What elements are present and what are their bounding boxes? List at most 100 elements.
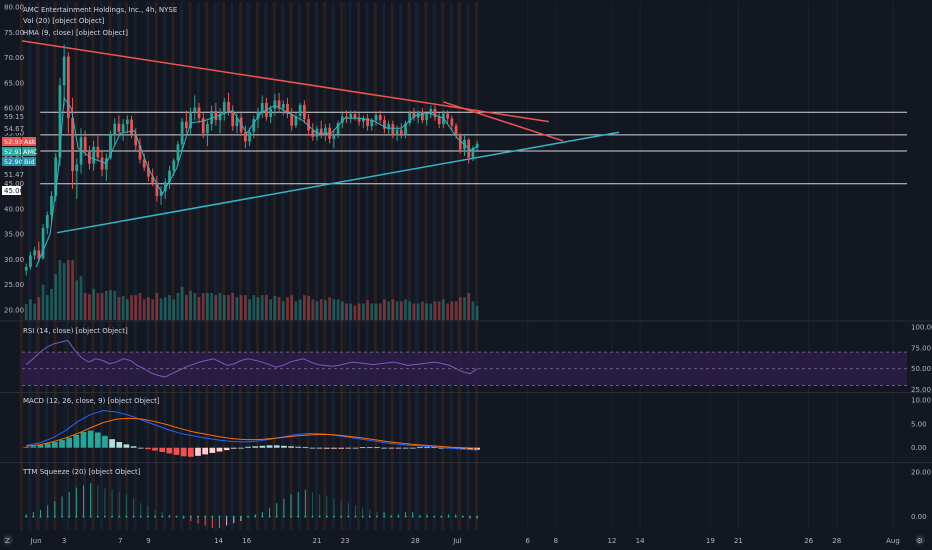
macd-pane[interactable] bbox=[23, 410, 481, 457]
candle bbox=[96, 135, 100, 161]
candle-body bbox=[54, 157, 58, 196]
ttm-squeeze-pane[interactable] bbox=[25, 483, 479, 528]
candle bbox=[378, 110, 382, 124]
ttm-squeeze-dot bbox=[325, 515, 328, 518]
candle bbox=[269, 105, 273, 124]
symbol-title[interactable]: AMC Entertainment Holdings, Inc., 4h, NY… bbox=[23, 6, 177, 14]
timezone-icon[interactable]: Z bbox=[3, 535, 13, 545]
rsi-pane[interactable] bbox=[22, 339, 907, 386]
ttm-legend[interactable]: TTM Squeeze (20) [object Object] bbox=[22, 468, 141, 476]
candle-body bbox=[33, 250, 37, 256]
macd-histogram-bar bbox=[238, 447, 244, 449]
candle bbox=[45, 211, 49, 235]
macd-histogram-bar bbox=[44, 443, 51, 448]
session-band bbox=[91, 2, 95, 530]
price-tick-label: 35.00 bbox=[4, 231, 24, 239]
rsi-legend[interactable]: RSI (14, close) [object Object] bbox=[23, 327, 128, 335]
time-tick-label: 3 bbox=[62, 537, 66, 545]
volume-bar bbox=[302, 295, 306, 320]
candle-body bbox=[391, 124, 395, 136]
volume-bar bbox=[125, 299, 129, 320]
volume-bar bbox=[45, 295, 49, 320]
volume-legend[interactable]: Vol (20) [object Object] bbox=[23, 17, 105, 25]
macd-histogram-bar bbox=[116, 442, 123, 448]
candle bbox=[125, 115, 129, 134]
price-tick-label: 70.00 bbox=[4, 54, 24, 62]
candle bbox=[176, 140, 180, 167]
candle bbox=[155, 176, 159, 202]
volume-bar bbox=[391, 299, 395, 320]
candle-body bbox=[281, 103, 285, 109]
ttm-squeeze-dot bbox=[68, 515, 71, 518]
candle bbox=[273, 93, 277, 116]
macd-histogram-bar bbox=[152, 447, 158, 451]
volume-bar bbox=[315, 301, 319, 320]
volume-bar bbox=[138, 293, 142, 320]
macd-tick-label: 10.00 bbox=[911, 397, 931, 405]
ttm-squeeze-dot bbox=[247, 515, 250, 518]
svg-text:⚙: ⚙ bbox=[917, 537, 923, 545]
session-band bbox=[230, 2, 234, 530]
ttm-squeeze-dot bbox=[154, 515, 157, 518]
volume-bar bbox=[113, 290, 117, 320]
volume-bar bbox=[41, 284, 45, 320]
ttm-squeeze-dot bbox=[476, 515, 479, 518]
hma-legend[interactable]: HMA (9, close) [object Object] bbox=[23, 29, 128, 37]
candle bbox=[88, 145, 91, 170]
volume-bar bbox=[349, 303, 353, 320]
volume-bar bbox=[269, 299, 273, 320]
candle-body bbox=[193, 107, 197, 113]
ttm-tick-label: 0.00 bbox=[911, 513, 927, 521]
ttm-squeeze-dot bbox=[390, 515, 393, 518]
candle bbox=[425, 113, 428, 126]
macd-histogram-bar bbox=[94, 432, 101, 448]
candle-body bbox=[163, 182, 167, 192]
candle-body bbox=[429, 109, 433, 115]
candle bbox=[366, 114, 369, 131]
volume-bar bbox=[265, 295, 268, 320]
candle-body bbox=[319, 128, 323, 135]
macd-legend[interactable]: MACD (12, 26, close, 9) [object Object] bbox=[23, 397, 160, 405]
candle-body bbox=[172, 160, 176, 171]
candle-body bbox=[197, 107, 201, 119]
volume-bar bbox=[395, 301, 399, 320]
candle-body bbox=[218, 113, 222, 121]
candle-body bbox=[374, 115, 378, 121]
candle bbox=[319, 120, 323, 139]
ttm-tick-label: 20.00 bbox=[911, 468, 931, 476]
time-tick-label: 21 bbox=[313, 537, 322, 545]
price-pane[interactable] bbox=[21, 40, 907, 276]
volume-bar bbox=[184, 295, 188, 320]
session-band bbox=[407, 2, 411, 530]
candle bbox=[121, 119, 125, 141]
volume-bar bbox=[83, 293, 87, 320]
macd-histogram-bar bbox=[338, 447, 345, 449]
candle-body bbox=[45, 215, 49, 229]
volume-bar bbox=[408, 301, 412, 320]
volume-bar bbox=[218, 293, 222, 320]
candle-body bbox=[302, 104, 306, 120]
volume-bar bbox=[235, 297, 239, 320]
volume-bar bbox=[243, 295, 247, 320]
candle-body bbox=[399, 129, 403, 135]
volume-bar bbox=[277, 297, 281, 320]
candle-body bbox=[408, 113, 412, 124]
candle-body bbox=[189, 112, 192, 129]
candle bbox=[311, 123, 315, 141]
settings-icon[interactable]: ⚙ bbox=[915, 535, 925, 545]
candle-body bbox=[324, 127, 327, 135]
ttm-squeeze-dot bbox=[118, 515, 121, 518]
volume-bar bbox=[458, 297, 462, 320]
volume-bar bbox=[231, 293, 235, 320]
macd-tick-label: 5.00 bbox=[911, 420, 927, 428]
candle-body bbox=[134, 134, 138, 146]
macd-histogram-bar bbox=[245, 446, 251, 448]
ttm-squeeze-dot bbox=[354, 515, 357, 518]
time-tick-label: 28 bbox=[832, 537, 841, 545]
macd-signal-line bbox=[26, 417, 478, 449]
candle-body bbox=[130, 119, 133, 135]
macd-histogram-bar bbox=[223, 447, 230, 451]
time-tick-label: 23 bbox=[341, 537, 350, 545]
time-tick-label: 14 bbox=[636, 537, 645, 545]
